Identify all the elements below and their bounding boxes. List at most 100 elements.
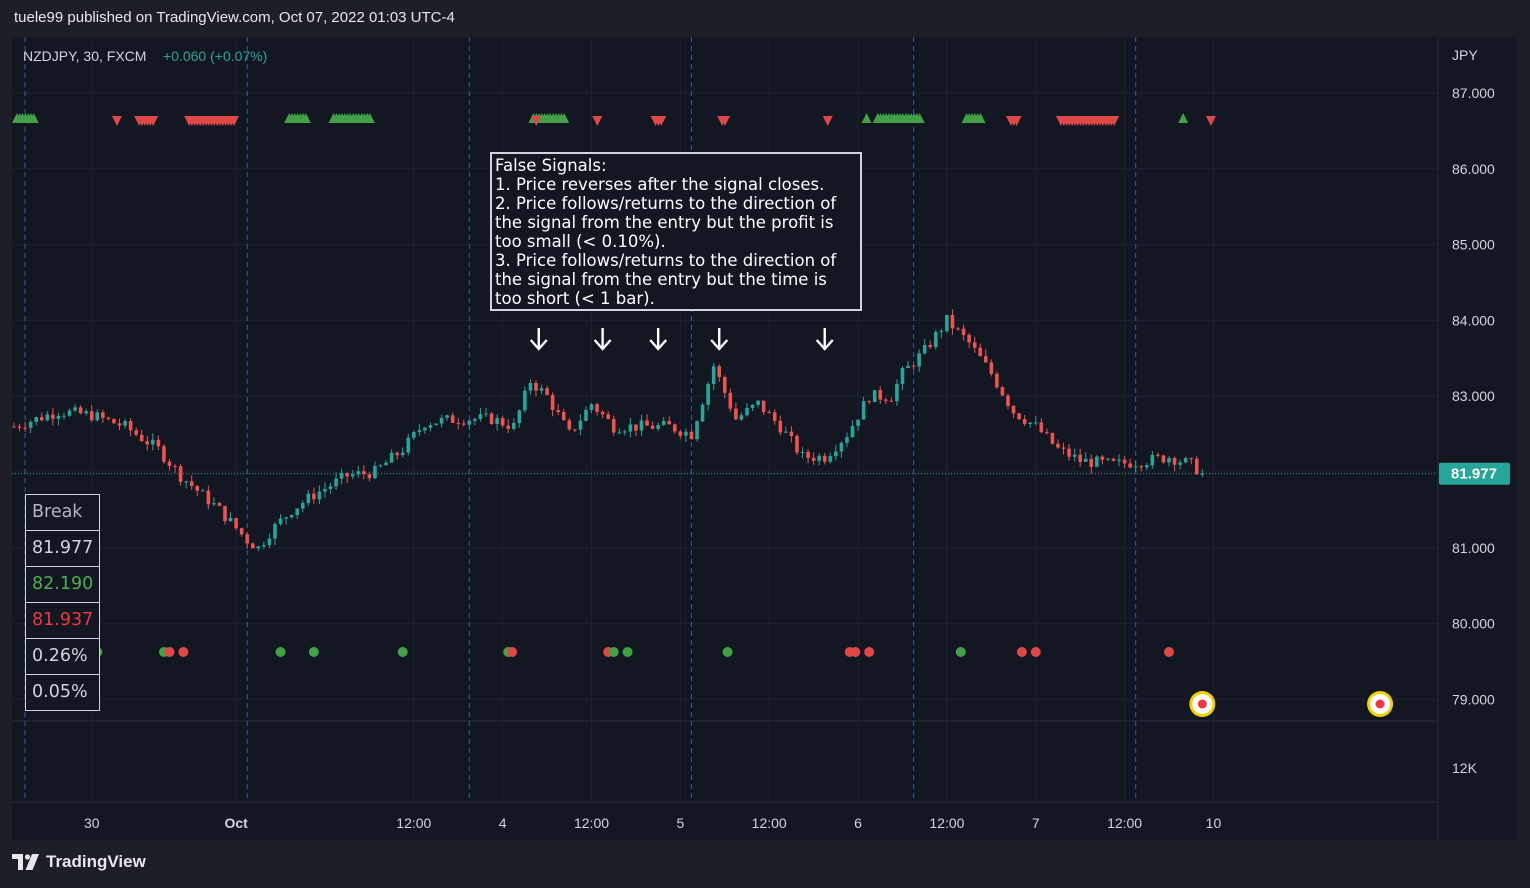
candle-body	[922, 345, 927, 354]
candle-body	[134, 430, 138, 435]
candle-body	[1200, 473, 1205, 475]
candle-body	[789, 431, 794, 437]
false-signal-arrow-icon	[529, 328, 548, 351]
note-line: the signal from the entry but the profit…	[495, 213, 834, 232]
false-signal-marks	[529, 328, 834, 351]
candle-body	[989, 362, 994, 374]
event-marker-icon[interactable]	[1367, 691, 1394, 717]
candle-body	[911, 365, 916, 367]
candle-body	[201, 490, 205, 492]
candle-body	[350, 474, 355, 477]
candle-body	[600, 411, 605, 415]
candle-body	[1017, 413, 1021, 420]
candle-body	[534, 383, 538, 391]
candle-body	[445, 415, 449, 418]
candle-body	[1194, 458, 1199, 475]
candle-body	[689, 431, 694, 440]
signal-dots	[92, 647, 1175, 657]
candle-body	[1150, 454, 1155, 466]
candle-body	[1122, 459, 1127, 464]
candle-body	[967, 334, 971, 343]
candle-body	[711, 366, 716, 384]
note-line: False Signals:	[495, 156, 607, 175]
time-tick-label: 6	[854, 815, 862, 831]
sell-signal-triangle	[148, 116, 159, 126]
candle-body	[928, 345, 933, 348]
buy-signal-triangle	[975, 113, 986, 123]
candle-body	[961, 328, 966, 335]
candle-body	[573, 429, 577, 431]
candle-body	[1045, 432, 1049, 434]
candle-body	[84, 411, 88, 414]
candle-body	[450, 415, 455, 423]
price-tick-label: 83.000	[1452, 388, 1495, 404]
candle-body	[1028, 422, 1032, 424]
candle-body	[811, 457, 816, 461]
chart-pane[interactable]: 87.00086.00085.00084.00083.00082.00081.0…	[12, 37, 1517, 840]
false-signals-note: False Signals: 1. Price reverses after t…	[490, 152, 862, 311]
sell-signal-triangle	[228, 116, 239, 126]
time-tick-label: 12:00	[574, 815, 609, 831]
time-tick-label: 12:00	[396, 815, 431, 831]
false-signal-arrow-icon	[815, 328, 834, 351]
time-tick-label: 12:00	[1107, 815, 1142, 831]
sell-signal-triangle	[656, 116, 667, 126]
candle-body	[1161, 455, 1166, 463]
candle-body	[1067, 448, 1071, 457]
red-dot	[164, 647, 175, 657]
signal-arrows	[12, 113, 1216, 126]
candle-body	[184, 481, 188, 483]
candle-body	[1072, 454, 1077, 457]
publish-header: tuele99 published on TradingView.com, Oc…	[14, 9, 455, 26]
candle-body	[417, 430, 422, 432]
candle-body	[373, 466, 377, 479]
candle-body	[523, 390, 527, 411]
candle-body	[489, 413, 494, 424]
green-dot	[308, 647, 319, 657]
candle-body	[467, 420, 472, 425]
price-chart[interactable]: 87.00086.00085.00084.00083.00082.00081.0…	[12, 37, 1517, 840]
candle-body	[312, 493, 316, 500]
candle-body	[117, 423, 122, 426]
candle-body	[1167, 458, 1171, 463]
buy-signal-triangle	[300, 113, 311, 123]
candle-body	[178, 466, 183, 482]
price-tick-label: 84.000	[1452, 312, 1495, 328]
candle-body	[556, 410, 560, 413]
note-line: too small (< 0.10%).	[495, 232, 666, 251]
candle-body	[156, 439, 161, 447]
candle-body	[212, 503, 216, 505]
candle-body	[245, 534, 250, 544]
candle-body	[678, 431, 683, 436]
candle-body	[39, 417, 44, 421]
candle-body	[273, 524, 277, 539]
candle-body	[1095, 456, 1099, 467]
candle-body	[945, 314, 949, 332]
candle-body	[578, 420, 583, 430]
candle-body	[145, 441, 150, 445]
candle-body	[1117, 459, 1121, 461]
currency-label: JPY	[1452, 47, 1478, 63]
candle-body	[1156, 454, 1160, 456]
candle-body	[628, 424, 633, 432]
tradingview-logo[interactable]: TradingView	[12, 852, 146, 872]
candle-body	[906, 365, 910, 369]
candle-body	[223, 505, 227, 522]
event-marker-icon[interactable]	[1189, 691, 1216, 717]
tradingview-brand: TradingView	[46, 852, 146, 871]
candle-body	[839, 442, 844, 452]
stats-stop-price: 81.937	[26, 602, 99, 638]
candle-body	[983, 356, 988, 363]
candle-body	[500, 418, 505, 426]
candle-body	[1000, 387, 1005, 396]
candle-body	[162, 446, 166, 462]
sell-signal-triangle	[1205, 116, 1216, 126]
stats-target-price: 82.190	[26, 566, 99, 602]
price-tick-label: 85.000	[1452, 237, 1495, 253]
candle-body	[900, 368, 905, 385]
candle-body	[439, 417, 444, 424]
candle-body	[539, 388, 544, 391]
tradingview-logo-icon	[12, 854, 39, 870]
candle-body	[12, 426, 16, 428]
candle-body	[606, 414, 610, 419]
